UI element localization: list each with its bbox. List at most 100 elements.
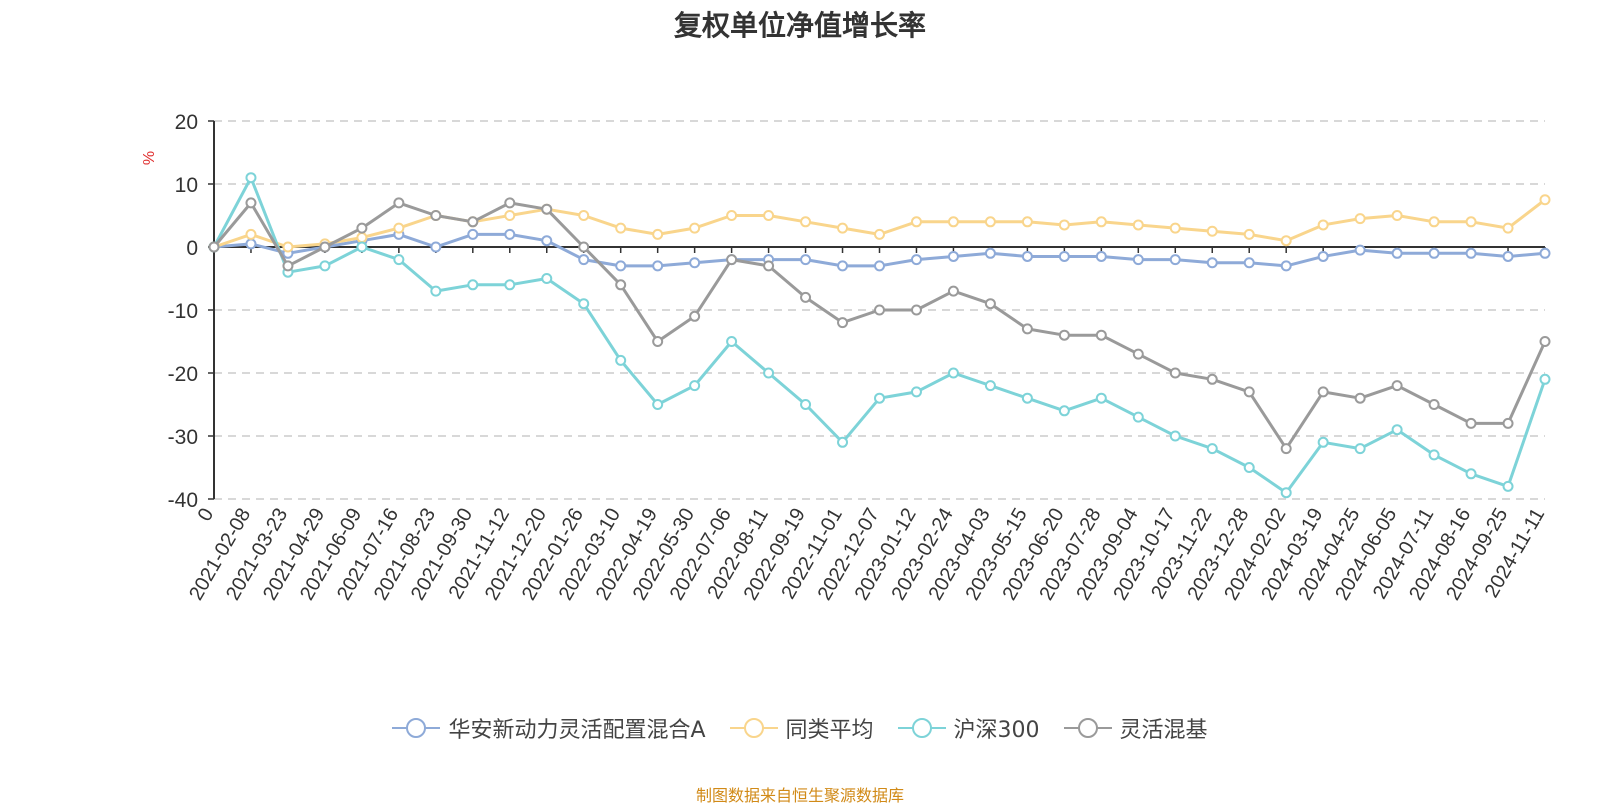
data-point[interactable] bbox=[1243, 462, 1255, 473]
data-point[interactable] bbox=[1354, 443, 1366, 455]
data-point[interactable] bbox=[504, 228, 516, 240]
data-point[interactable] bbox=[1280, 443, 1292, 455]
data-point[interactable] bbox=[541, 235, 553, 247]
data-point[interactable] bbox=[1280, 487, 1292, 499]
data-point[interactable] bbox=[615, 260, 627, 272]
data-point[interactable] bbox=[541, 273, 553, 284]
data-point[interactable] bbox=[245, 238, 257, 250]
data-point[interactable] bbox=[947, 250, 959, 262]
data-point[interactable] bbox=[763, 260, 775, 272]
data-point[interactable] bbox=[245, 172, 257, 184]
data-point[interactable] bbox=[1095, 392, 1107, 404]
data-point[interactable] bbox=[1058, 219, 1070, 231]
data-point[interactable] bbox=[689, 310, 701, 322]
data-point[interactable] bbox=[1502, 417, 1514, 429]
data-point[interactable] bbox=[1317, 436, 1329, 448]
data-point[interactable] bbox=[208, 241, 220, 253]
data-point[interactable] bbox=[1169, 367, 1181, 379]
data-point[interactable] bbox=[578, 298, 590, 310]
data-point[interactable] bbox=[984, 380, 996, 392]
data-point[interactable] bbox=[689, 380, 701, 392]
data-point[interactable] bbox=[245, 228, 257, 240]
data-point[interactable] bbox=[430, 241, 442, 253]
legend-item-2[interactable]: 沪深300 bbox=[897, 712, 1040, 744]
data-point[interactable] bbox=[837, 260, 849, 272]
data-point[interactable] bbox=[652, 336, 664, 347]
data-point[interactable] bbox=[947, 285, 959, 297]
data-point[interactable] bbox=[1243, 386, 1255, 398]
data-point[interactable] bbox=[910, 386, 922, 398]
data-point[interactable] bbox=[615, 279, 627, 291]
data-point[interactable] bbox=[1280, 235, 1292, 247]
data-point[interactable] bbox=[1391, 424, 1403, 436]
data-point[interactable] bbox=[245, 197, 257, 209]
legend[interactable]: 华安新动力灵活配置混合A 同类平均 沪深300 灵活混基 bbox=[0, 712, 1600, 744]
data-point[interactable] bbox=[1095, 250, 1107, 262]
data-point[interactable] bbox=[910, 254, 922, 266]
data-point[interactable] bbox=[1465, 417, 1477, 429]
data-point[interactable] bbox=[1206, 225, 1218, 237]
data-point[interactable] bbox=[947, 367, 959, 379]
data-point[interactable] bbox=[984, 298, 996, 310]
data-point[interactable] bbox=[874, 304, 885, 316]
data-point[interactable] bbox=[652, 260, 664, 272]
data-point[interactable] bbox=[1169, 254, 1181, 266]
legend-item-0[interactable]: 华安新动力灵活配置混合A bbox=[392, 712, 706, 744]
data-point[interactable] bbox=[356, 241, 368, 253]
data-point[interactable] bbox=[1206, 257, 1218, 269]
data-point[interactable] bbox=[1206, 373, 1218, 385]
data-point[interactable] bbox=[1465, 468, 1477, 480]
data-point[interactable] bbox=[1058, 329, 1070, 341]
data-point[interactable] bbox=[874, 392, 885, 404]
data-point[interactable] bbox=[763, 367, 775, 379]
data-point[interactable] bbox=[1206, 443, 1218, 455]
data-point[interactable] bbox=[1502, 250, 1514, 262]
data-point[interactable] bbox=[947, 216, 959, 228]
data-point[interactable] bbox=[578, 210, 590, 221]
data-point[interactable] bbox=[282, 260, 294, 272]
data-point[interactable] bbox=[615, 354, 627, 366]
data-point[interactable] bbox=[1317, 386, 1329, 398]
data-point[interactable] bbox=[1391, 380, 1403, 392]
data-point[interactable] bbox=[541, 203, 553, 215]
series-line-2[interactable] bbox=[212, 176, 1547, 495]
data-point[interactable] bbox=[837, 317, 849, 329]
data-point[interactable] bbox=[467, 279, 479, 291]
data-point[interactable] bbox=[1539, 373, 1551, 385]
data-point[interactable] bbox=[800, 291, 812, 303]
data-point[interactable] bbox=[1502, 222, 1514, 234]
data-point[interactable] bbox=[689, 222, 701, 234]
data-point[interactable] bbox=[763, 210, 775, 221]
data-point[interactable] bbox=[1021, 323, 1033, 335]
data-point[interactable] bbox=[837, 222, 849, 234]
data-point[interactable] bbox=[282, 241, 294, 253]
data-point[interactable] bbox=[393, 254, 405, 266]
data-point[interactable] bbox=[1280, 260, 1292, 272]
data-point[interactable] bbox=[1354, 392, 1366, 404]
data-point[interactable] bbox=[1317, 219, 1329, 231]
data-point[interactable] bbox=[578, 241, 590, 253]
data-point[interactable] bbox=[504, 279, 516, 291]
data-point[interactable] bbox=[356, 232, 368, 244]
data-point[interactable] bbox=[984, 247, 996, 259]
data-point[interactable] bbox=[726, 210, 738, 221]
data-point[interactable] bbox=[1465, 247, 1477, 259]
data-point[interactable] bbox=[1243, 228, 1255, 240]
data-point[interactable] bbox=[1169, 222, 1181, 234]
data-point[interactable] bbox=[430, 210, 442, 221]
data-point[interactable] bbox=[652, 399, 664, 410]
data-point[interactable] bbox=[1095, 329, 1107, 341]
data-point[interactable] bbox=[1021, 216, 1033, 228]
data-point[interactable] bbox=[393, 222, 405, 234]
data-point[interactable] bbox=[1132, 219, 1144, 231]
data-point[interactable] bbox=[800, 399, 812, 410]
data-point[interactable] bbox=[1354, 244, 1366, 256]
data-point[interactable] bbox=[1243, 257, 1255, 269]
data-point[interactable] bbox=[1354, 213, 1366, 225]
data-point[interactable] bbox=[578, 254, 590, 266]
legend-item-3[interactable]: 灵活混基 bbox=[1063, 712, 1208, 744]
data-point[interactable] bbox=[356, 222, 368, 234]
data-point[interactable] bbox=[874, 228, 885, 240]
data-point[interactable] bbox=[1428, 449, 1440, 461]
data-point[interactable] bbox=[467, 228, 479, 240]
